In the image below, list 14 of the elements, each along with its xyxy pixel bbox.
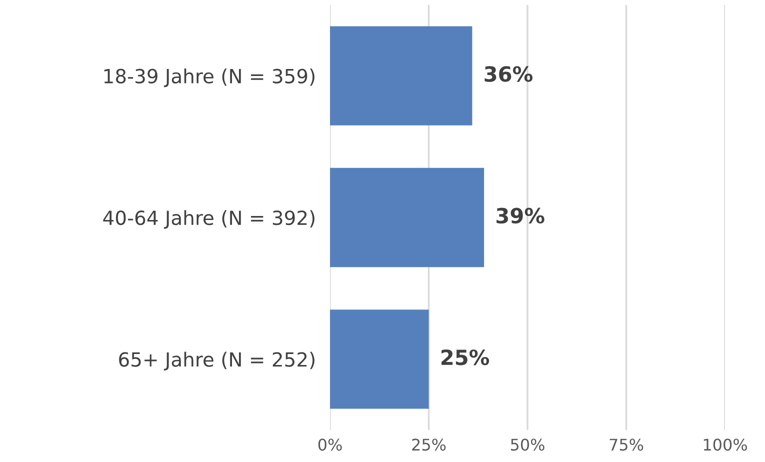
x-tick-label: 75% [610, 438, 644, 451]
data-label: 36% [484, 66, 533, 82]
data-label: 25% [442, 349, 490, 366]
bar [330, 26, 472, 126]
y-tick-label: 40-64 Jahre (N = 392) [103, 210, 314, 229]
y-tick-label: 18-39 Jahre (N = 359) [104, 68, 314, 88]
x-tick-label: 50% [510, 438, 544, 451]
x-tick-label: 0% [318, 438, 342, 451]
y-tick-label: 65+ Jahre (N = 252) [119, 352, 314, 370]
x-tick-label: 25% [412, 438, 446, 451]
x-tick-label: 100% [704, 438, 747, 451]
bar [330, 310, 429, 409]
data-label: 39% [496, 208, 544, 224]
bar [330, 168, 484, 268]
